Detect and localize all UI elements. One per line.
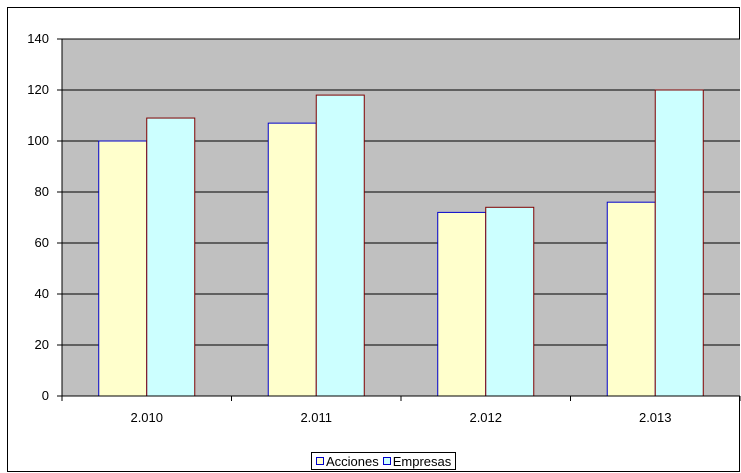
legend: Acciones Empresas: [311, 452, 457, 470]
y-tick-label: 60: [35, 235, 49, 250]
bar-acciones-2.011: [267, 122, 317, 397]
x-tick-label: 2.010: [130, 410, 163, 425]
legend-item-empresas: Empresas: [382, 453, 452, 469]
y-tick-label: 40: [35, 286, 49, 301]
y-axis-ticks: 0 20 40 60 80 100 120 140: [27, 31, 62, 403]
bar-acciones-2.013: [606, 201, 656, 397]
bar-empresas-2.011: [315, 94, 365, 397]
bar-acciones-2.010: [98, 140, 148, 397]
legend-swatch-empresas: [382, 457, 391, 465]
legend-label-empresas: Empresas: [392, 453, 452, 469]
legend-label-acciones: Acciones: [326, 453, 379, 469]
y-tick-label: 140: [27, 31, 49, 46]
y-tick-label: 80: [35, 184, 49, 199]
legend-swatch-acciones: [316, 457, 324, 465]
x-tick-label: 2.012: [469, 410, 502, 425]
x-tick-label: 2.013: [639, 410, 672, 425]
bar-empresas-2.013: [654, 89, 704, 397]
x-tick-label: 2.011: [300, 410, 332, 425]
x-axis-ticks: 2.010 2.011 2.012 2.013: [61, 396, 741, 425]
legend-item-acciones: Acciones: [316, 454, 379, 469]
bar-empresas-2.012: [485, 206, 535, 397]
bar-acciones-2.012: [437, 211, 487, 397]
y-tick-label: 20: [35, 337, 49, 352]
y-tick-label: 120: [27, 82, 49, 97]
y-tick-label: 100: [27, 133, 49, 148]
bar-empresas-2.010: [146, 117, 196, 397]
y-tick-label: 0: [42, 388, 49, 403]
